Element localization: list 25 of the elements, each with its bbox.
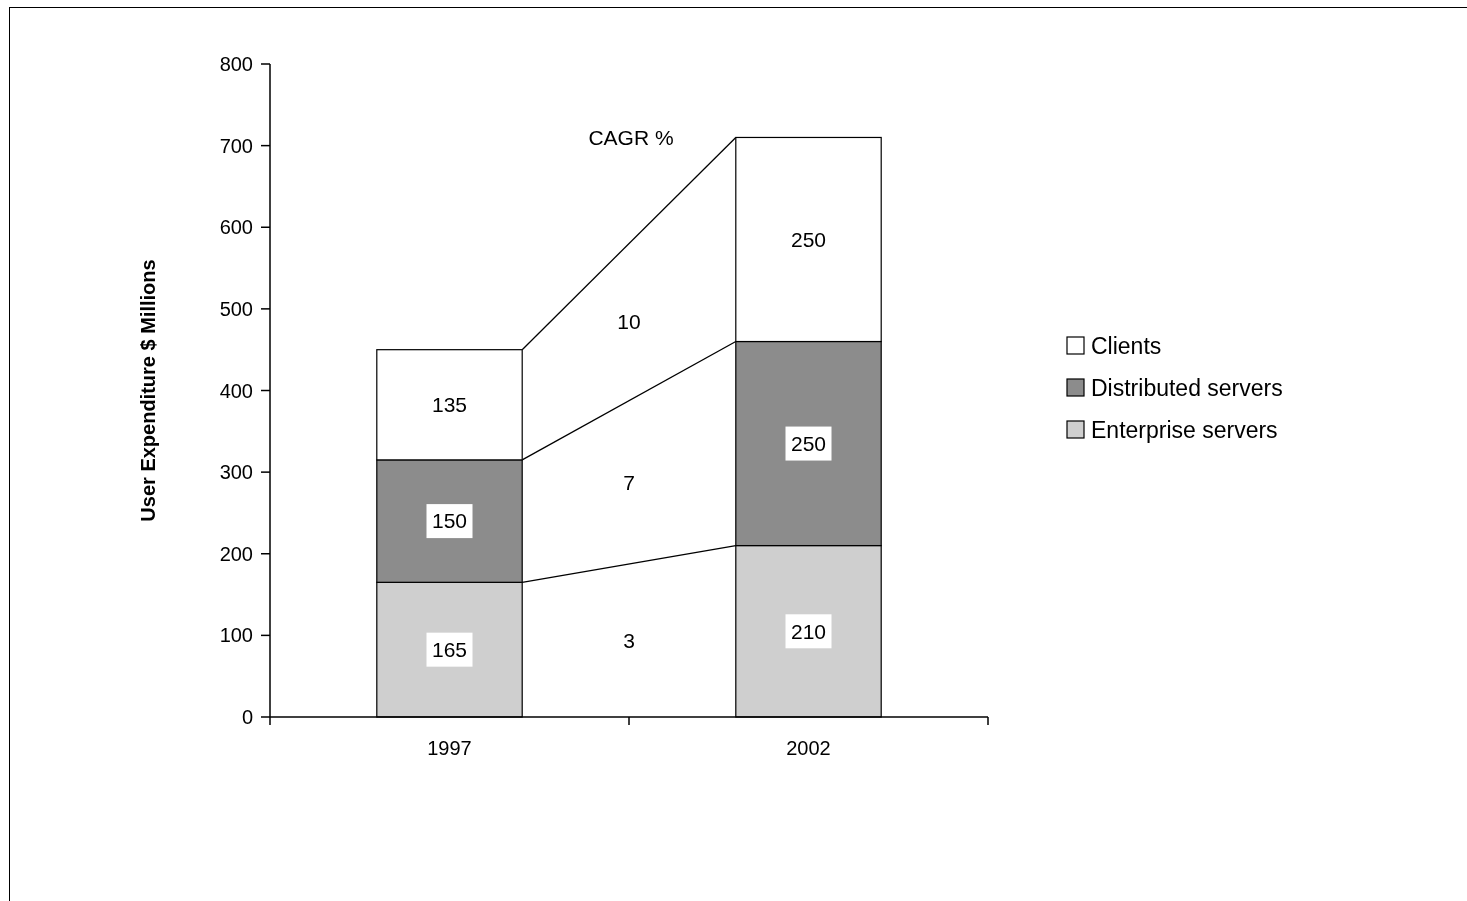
y-tick-label: 800 — [219, 53, 253, 75]
legend-label: Distributed servers — [1091, 375, 1283, 402]
annotation: 3 — [623, 628, 635, 652]
legend-label: Enterprise servers — [1091, 417, 1278, 444]
data-label: 150 — [431, 509, 468, 533]
annotation: 10 — [617, 310, 641, 334]
legend-label: Clients — [1091, 333, 1162, 360]
y-tick-label: 100 — [219, 624, 253, 647]
data-label: 210 — [790, 619, 827, 643]
y-axis-title: User Expenditure $ Millions — [137, 259, 159, 522]
data-label: 250 — [790, 431, 827, 455]
annotation: 7 — [623, 470, 635, 494]
data-label: 250 — [790, 227, 827, 251]
data-label: 165 — [431, 638, 468, 662]
y-tick-label: 200 — [219, 542, 253, 565]
x-tick-label: 1997 — [427, 737, 472, 759]
y-tick-label: 300 — [219, 461, 253, 484]
y-tick-label: 0 — [241, 706, 253, 728]
data-label: 135 — [431, 393, 468, 417]
y-tick-label: 600 — [219, 216, 253, 239]
y-tick-label: 400 — [219, 379, 253, 402]
annotation: CAGR % — [588, 125, 674, 149]
y-tick-label: 500 — [219, 297, 253, 320]
y-tick-label: 700 — [219, 134, 253, 157]
x-tick-label: 2002 — [786, 737, 831, 759]
